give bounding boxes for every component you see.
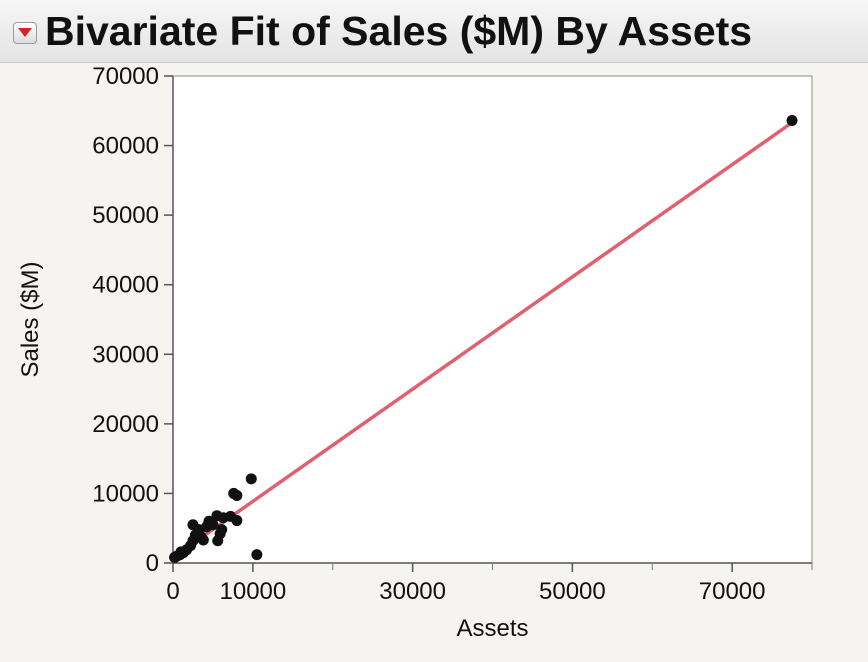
- red-triangle-menu-icon: [18, 28, 32, 37]
- x-axis-title: Assets: [456, 615, 528, 642]
- data-point: [197, 534, 209, 546]
- x-tick-label: 50000: [539, 578, 606, 605]
- red-triangle-menu-button[interactable]: [13, 22, 37, 44]
- data-point: [231, 515, 243, 527]
- y-tick-label: 30000: [92, 341, 159, 368]
- y-axis-title: Sales ($M): [17, 261, 44, 377]
- data-point: [786, 115, 798, 127]
- data-point: [245, 473, 257, 485]
- data-point: [175, 546, 187, 558]
- report-title: Bivariate Fit of Sales ($M) By Assets: [45, 8, 753, 54]
- x-tick-label: 70000: [699, 578, 766, 605]
- x-tick-label: 0: [166, 578, 179, 605]
- data-points: [169, 115, 798, 563]
- data-point: [251, 549, 263, 561]
- data-point: [207, 519, 219, 531]
- data-point: [231, 490, 243, 502]
- fit-line: [171, 120, 794, 560]
- y-tick-label: 70000: [92, 63, 159, 90]
- y-tick-label: 50000: [92, 202, 159, 229]
- x-tick-label: 10000: [220, 578, 287, 605]
- scatter-chart: 0 10000 30000 50000 70000 0 10000 20000 30000 40…: [17, 63, 813, 642]
- x-axis: 0 10000 30000 50000 70000: [166, 562, 813, 605]
- x-tick-label: 30000: [379, 578, 446, 605]
- data-point: [216, 524, 228, 536]
- y-tick-label: 0: [146, 550, 159, 577]
- y-tick-label: 40000: [92, 272, 159, 299]
- report-header: Bivariate Fit of Sales ($M) By Assets: [0, 0, 868, 63]
- y-tick-label: 60000: [92, 133, 159, 160]
- y-axis: 0 10000 20000 30000 40000 50000 60000 70000: [92, 63, 174, 577]
- y-tick-label: 20000: [92, 411, 159, 438]
- y-tick-label: 10000: [92, 480, 159, 507]
